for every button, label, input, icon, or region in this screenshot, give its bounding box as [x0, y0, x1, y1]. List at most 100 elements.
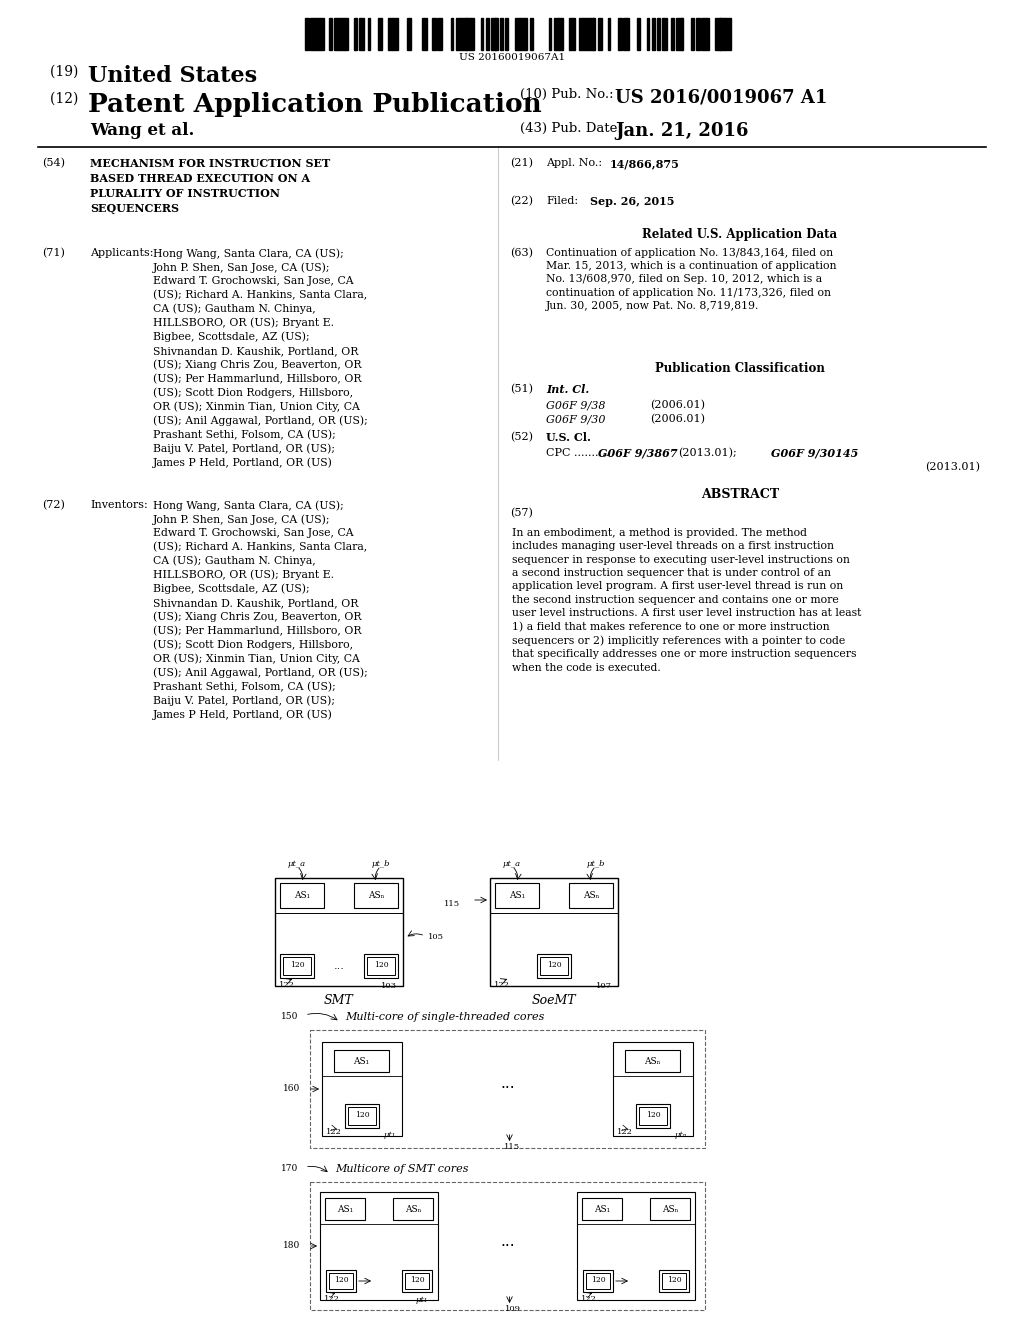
Text: 120: 120 [646, 1111, 660, 1119]
Text: Wang et al.: Wang et al. [90, 121, 195, 139]
Text: (54): (54) [42, 158, 65, 169]
Text: (2006.01): (2006.01) [650, 400, 705, 411]
Text: 160: 160 [283, 1084, 300, 1093]
Text: (71): (71) [42, 248, 65, 259]
Bar [586, 1272, 610, 1290]
Bar [598, 18, 602, 50]
Bar [650, 1199, 690, 1220]
Text: 180: 180 [283, 1241, 300, 1250]
Text: ...: ... [500, 1233, 515, 1249]
Text: 120: 120 [354, 1111, 370, 1119]
Text: 122: 122 [617, 1129, 633, 1137]
Bar [700, 18, 706, 50]
Bar [540, 957, 568, 975]
Bar [344, 18, 348, 50]
Bar [696, 18, 700, 50]
Text: 170: 170 [281, 1164, 298, 1173]
Text: 122: 122 [581, 1295, 597, 1303]
Bar [495, 883, 539, 908]
Bar [339, 18, 344, 50]
Text: ASₙ: ASₙ [662, 1204, 678, 1213]
Text: United States: United States [88, 65, 257, 87]
Text: ABSTRACT: ABSTRACT [701, 488, 779, 502]
Bar [310, 1030, 705, 1148]
Text: Continuation of application No. 13/843,164, filed on
Mar. 15, 2013, which is a c: Continuation of application No. 13/843,1… [546, 248, 837, 310]
Bar [319, 18, 325, 50]
Bar [529, 18, 532, 50]
Text: (51): (51) [510, 384, 534, 395]
Bar [628, 18, 629, 50]
Bar [490, 18, 496, 50]
Bar [515, 18, 520, 50]
Text: Sep. 26, 2015: Sep. 26, 2015 [590, 195, 675, 207]
Bar [496, 18, 498, 50]
Text: AS₁: AS₁ [594, 1204, 610, 1213]
Bar [647, 18, 649, 50]
Text: 103: 103 [381, 982, 397, 990]
Text: 120: 120 [547, 961, 561, 969]
Bar [280, 954, 314, 978]
Bar [466, 18, 471, 50]
Bar [569, 883, 613, 908]
Text: (10) Pub. No.:: (10) Pub. No.: [520, 88, 613, 102]
Text: μt_b: μt_b [587, 861, 605, 869]
Text: CPC ..........: CPC .......... [546, 447, 616, 458]
Text: (19): (19) [50, 65, 83, 79]
Bar [636, 1104, 670, 1129]
Bar [330, 18, 332, 50]
Bar [582, 1199, 622, 1220]
Bar [408, 18, 411, 50]
Text: 105: 105 [428, 933, 444, 941]
Text: ASₙ: ASₙ [644, 1056, 660, 1065]
Text: ...: ... [334, 961, 344, 972]
Bar [280, 883, 324, 908]
Text: (52): (52) [510, 432, 534, 442]
Bar [676, 18, 682, 50]
Bar [505, 18, 508, 50]
Text: ...: ... [500, 1077, 515, 1092]
Text: (72): (72) [42, 500, 65, 511]
Text: SMT: SMT [325, 994, 354, 1007]
Text: US 20160019067A1: US 20160019067A1 [459, 53, 565, 62]
Text: AS₁: AS₁ [353, 1056, 370, 1065]
Text: (2013.01);: (2013.01); [678, 447, 736, 458]
Bar [549, 18, 551, 50]
Bar [725, 18, 730, 50]
Text: μt_b: μt_b [372, 861, 390, 869]
Text: (2006.01): (2006.01) [650, 414, 705, 424]
Bar [520, 18, 525, 50]
Bar [402, 1270, 432, 1292]
Text: μt_a: μt_a [288, 861, 306, 869]
Text: 120: 120 [334, 1276, 348, 1284]
Bar [706, 18, 709, 50]
Text: Multi-core of single-threaded cores: Multi-core of single-threaded cores [345, 1012, 545, 1022]
Bar [554, 18, 559, 50]
Text: MECHANISM FOR INSTRUCTION SET
BASED THREAD EXECUTION ON A
PLURALITY OF INSTRUCTI: MECHANISM FOR INSTRUCTION SET BASED THRE… [90, 158, 331, 214]
Bar [329, 1272, 353, 1290]
Bar [584, 18, 588, 50]
Text: μt₁: μt₁ [384, 1131, 396, 1139]
Text: (22): (22) [510, 195, 534, 206]
Bar [406, 1272, 429, 1290]
Bar [662, 1272, 686, 1290]
Bar [378, 18, 382, 50]
Bar [656, 18, 660, 50]
Bar [579, 18, 583, 50]
Bar [353, 18, 357, 50]
Bar [652, 18, 654, 50]
Bar [617, 18, 623, 50]
Bar [452, 18, 454, 50]
Bar [691, 18, 694, 50]
Bar [637, 18, 640, 50]
Bar [358, 18, 364, 50]
Text: (63): (63) [510, 248, 534, 259]
Bar [623, 18, 628, 50]
Bar [393, 1199, 433, 1220]
Bar [422, 18, 427, 50]
Bar [367, 957, 395, 975]
Bar [524, 18, 526, 50]
Text: Patent Application Publication: Patent Application Publication [88, 92, 542, 117]
Text: 120: 120 [290, 961, 304, 969]
Bar [283, 957, 311, 975]
Text: U.S. Cl.: U.S. Cl. [546, 432, 591, 444]
